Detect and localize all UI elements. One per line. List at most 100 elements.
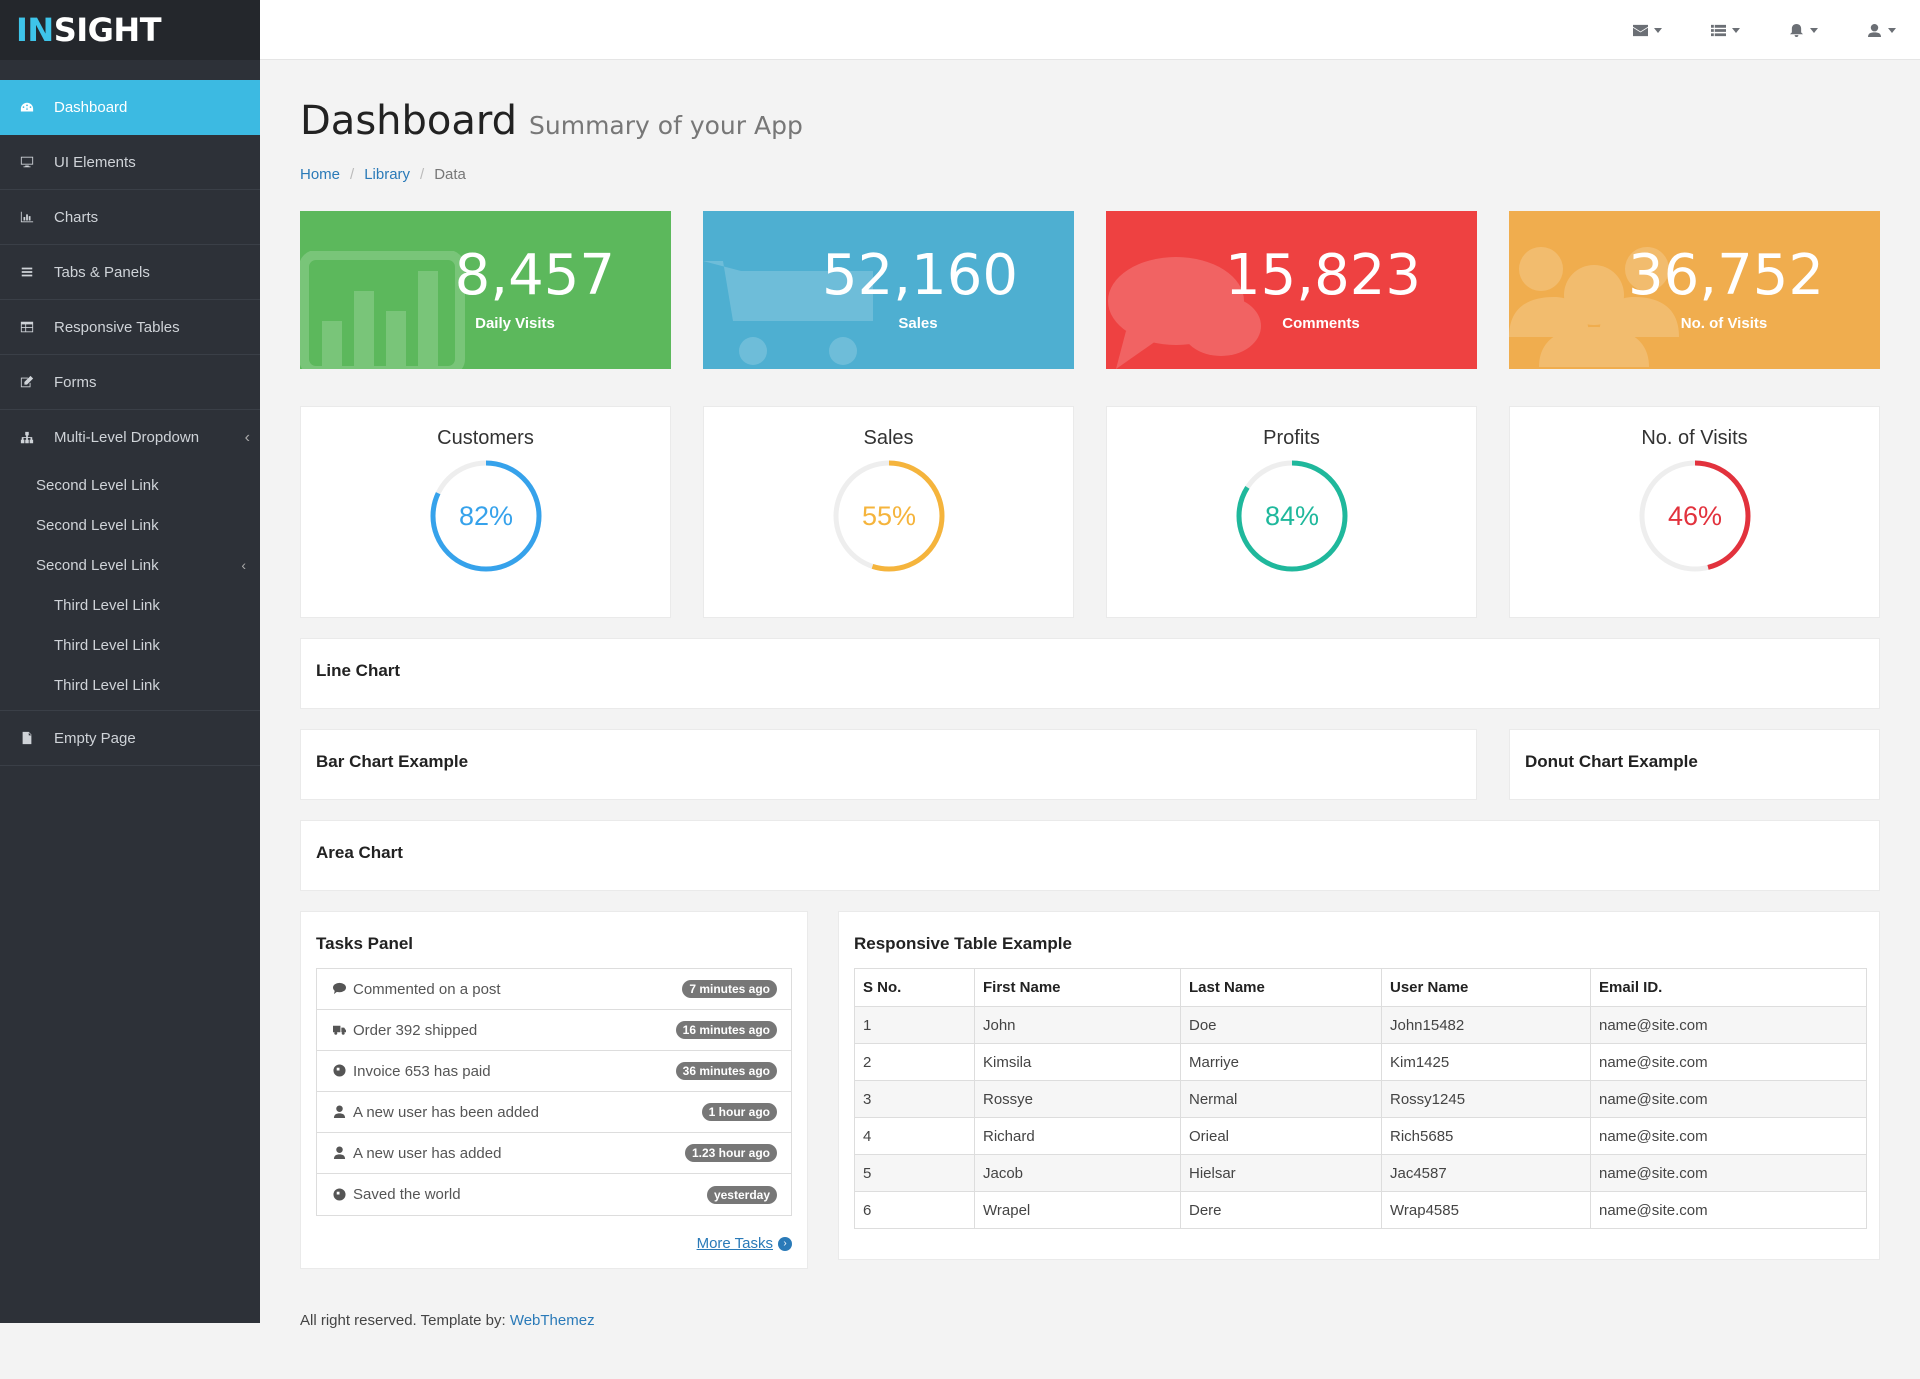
sidebar-item-responsive-tables[interactable]: Responsive Tables <box>0 300 260 355</box>
sidebar-item-label: Responsive Tables <box>54 318 180 336</box>
task-time-badge: 36 minutes ago <box>675 1062 777 1080</box>
table-header-cell: First Name <box>974 968 1181 1007</box>
table-icon <box>18 318 36 336</box>
task-text: A new user has added <box>353 1144 502 1162</box>
sidebar-sub-item[interactable]: Second Level Link <box>0 505 260 545</box>
task-item[interactable]: Invoice 653 has paid 36 minutes ago <box>317 1051 791 1092</box>
sidebar-item-label: Forms <box>54 373 97 391</box>
caret-down-icon <box>1809 27 1818 33</box>
sidebar-item-label: UI Elements <box>54 153 136 171</box>
alerts-dropdown[interactable] <box>1764 23 1842 37</box>
panel-title: Bar Chart Example <box>316 752 469 771</box>
breadcrumb-separator: / <box>350 166 355 183</box>
sidebar-sub-item-label: Second Level Link <box>36 476 159 494</box>
gauge-card-customers: Customers 82% <box>300 406 671 618</box>
sidebar-item-tabs-panels[interactable]: Tabs & Panels <box>0 245 260 300</box>
envelope-icon <box>1632 24 1648 36</box>
sidebar-item-dashboard[interactable]: Dashboard <box>0 80 260 135</box>
gauge-card-visits: No. of Visits 46% <box>1509 406 1880 618</box>
task-list: Commented on a post 7 minutes ago Order … <box>316 968 792 1216</box>
sidebar-third-item[interactable]: Third Level Link <box>0 625 260 665</box>
data-table: S No. First Name Last Name User Name Ema… <box>854 968 1867 1229</box>
list-icon <box>18 263 36 281</box>
gauge-card-profits: Profits 84% <box>1106 406 1477 618</box>
panel-title: Area Chart <box>316 843 403 862</box>
sidebar-item-charts[interactable]: Charts <box>0 190 260 245</box>
stat-label: Daily Visits <box>475 315 555 332</box>
sidebar-item-multi-level-dropdown[interactable]: Multi-Level Dropdown ‹ <box>0 410 260 465</box>
sidebar-item-forms[interactable]: Forms <box>0 355 260 410</box>
table-cell: 4 <box>854 1117 975 1155</box>
breadcrumb-home[interactable]: Home <box>300 166 341 183</box>
table-header-cell: Email ID. <box>1590 968 1867 1007</box>
table-cell: name@site.com <box>1590 1006 1867 1044</box>
table-cell: 2 <box>854 1043 975 1081</box>
table-cell: Orieal <box>1180 1117 1382 1155</box>
gauge-ring: 46% <box>1639 460 1750 572</box>
table-cell: Kim1425 <box>1381 1043 1591 1081</box>
gauge-value: 82% <box>458 501 512 531</box>
task-time-badge: 7 minutes ago <box>682 980 777 998</box>
table-cell: 6 <box>854 1191 975 1229</box>
sidebar-third-item[interactable]: Third Level Link <box>0 585 260 625</box>
table-row: 2 Kimsila Marriye Kim1425 name@site.com <box>854 1043 1867 1081</box>
task-item[interactable]: Order 392 shipped 16 minutes ago <box>317 1010 791 1051</box>
sidebar-item-label: Dashboard <box>54 99 128 116</box>
user-dropdown[interactable] <box>1842 23 1920 37</box>
arrow-circle-right-icon: › <box>778 1236 792 1251</box>
table-row: 3 Rossye Nermal Rossy1245 name@site.com <box>854 1080 1867 1118</box>
table-cell: name@site.com <box>1590 1191 1867 1229</box>
caret-down-icon <box>1653 27 1662 33</box>
table-row: 6 Wrapel Dere Wrap4585 name@site.com <box>854 1191 1867 1229</box>
stat-label: Comments <box>1282 315 1360 332</box>
footer-text: All right reserved. Template by: <box>300 1312 510 1329</box>
table-cell: 1 <box>854 1006 975 1044</box>
task-item[interactable]: Commented on a post 7 minutes ago <box>317 969 791 1010</box>
bar-chart-icon <box>300 251 465 369</box>
sidebar-item-ui-elements[interactable]: UI Elements <box>0 135 260 190</box>
table-cell: Hielsar <box>1180 1154 1382 1192</box>
breadcrumb-library[interactable]: Library <box>364 166 411 183</box>
task-item[interactable]: Saved the world yesterday <box>317 1174 791 1215</box>
gauge-ring: 55% <box>833 460 944 572</box>
sidebar-item-empty-page[interactable]: Empty Page <box>0 711 260 766</box>
sidebar-nav: Dashboard UI Elements Charts Tabs & Pane… <box>0 80 260 766</box>
more-tasks-link[interactable]: More Tasks › <box>697 1235 792 1252</box>
task-item[interactable]: A new user has added 1.23 hour ago <box>317 1133 791 1174</box>
task-text: Saved the world <box>353 1186 461 1203</box>
table-header-cell: Last Name <box>1180 968 1382 1007</box>
sidebar-third-item-label: Third Level Link <box>54 636 160 654</box>
stat-cards: 8,457 Daily Visits 52,160 Sales 15,823 C… <box>300 211 1880 369</box>
brand-logo[interactable]: IN SIGHT <box>0 0 260 60</box>
truck-icon <box>333 1023 347 1037</box>
caret-down-icon <box>1887 27 1896 33</box>
sitemap-icon <box>18 429 36 447</box>
divider <box>0 705 260 711</box>
user-icon <box>333 1146 347 1160</box>
table-cell: Doe <box>1180 1006 1382 1044</box>
task-item[interactable]: A new user has been added 1 hour ago <box>317 1092 791 1133</box>
tasks-dropdown[interactable] <box>1686 24 1764 37</box>
brand-suffix: SIGHT <box>53 11 162 49</box>
footer: All right reserved. Template by: WebThem… <box>300 1312 595 1329</box>
stat-label: Sales <box>898 315 938 332</box>
footer-link[interactable]: WebThemez <box>509 1312 595 1329</box>
globe-icon <box>333 1187 347 1202</box>
line-chart-panel: Line Chart <box>300 638 1880 709</box>
sidebar-sub-item[interactable]: Second Level Link <box>0 465 260 505</box>
comments-icon <box>1108 257 1261 369</box>
messages-dropdown[interactable] <box>1608 24 1686 37</box>
sidebar-item-label: Tabs & Panels <box>54 263 150 281</box>
task-text: Order 392 shipped <box>353 1021 478 1039</box>
topbar-icons <box>1608 0 1920 60</box>
stat-value: 52,160 <box>822 243 1018 308</box>
stat-card-sales: 52,160 Sales <box>703 211 1074 369</box>
stat-card-comments: 15,823 Comments <box>1106 211 1477 369</box>
sidebar-third-item[interactable]: Third Level Link <box>0 665 260 705</box>
area-chart-panel: Area Chart <box>300 820 1880 891</box>
task-time-badge: yesterday <box>706 1185 777 1204</box>
sidebar-sub-item[interactable]: Second Level Link ‹ <box>0 545 260 585</box>
table-cell: Marriye <box>1180 1043 1382 1081</box>
gauge-value: 84% <box>1264 501 1318 531</box>
sidebar-third-item-label: Third Level Link <box>54 676 160 694</box>
